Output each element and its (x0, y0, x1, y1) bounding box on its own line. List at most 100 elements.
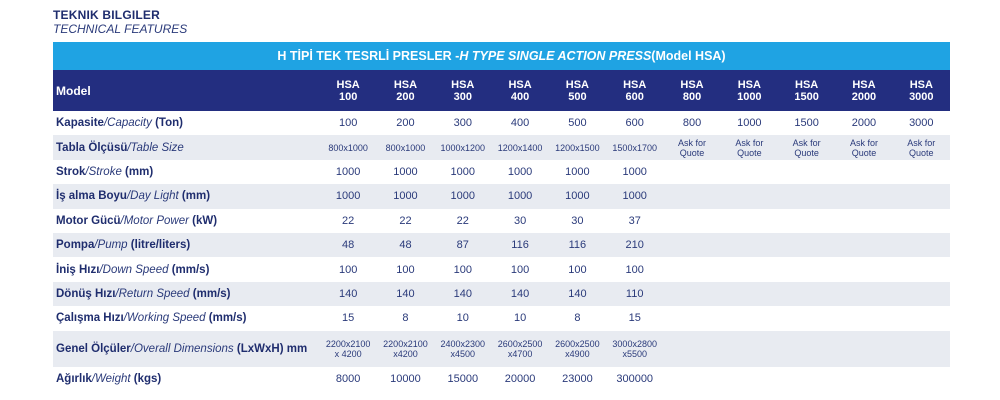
value-text: 1000 (450, 190, 475, 203)
value-text: 140 (338, 287, 358, 300)
value-cell: 210 (606, 233, 663, 257)
value-text: 1200x1400 (497, 142, 543, 153)
value-cell: 800 (663, 111, 720, 135)
table-row: İniş Hızı/Down Speed (mm/s) 100 100 100 100 1… (53, 257, 950, 281)
value-cell: 1000 (549, 160, 606, 184)
row-label: Dönüş Hızı/Return Speed (mm/s) (53, 282, 319, 306)
value-cell: 2000 (835, 111, 892, 135)
value-text: 1000 (393, 190, 418, 203)
model-header-cell: HSA 3000 (893, 70, 950, 111)
value-text: 1000 (622, 165, 647, 178)
value-cell: 8000 (319, 367, 376, 391)
value-text: x5500 (622, 348, 647, 359)
row-label-english: /Capacity (103, 117, 152, 130)
row-label-english: /Overall Dimensions (130, 342, 234, 355)
table-row: Ağırlık/Weight (kgs) 8000 10000 15000 20000 2… (53, 367, 950, 391)
model-series: HSA (680, 78, 704, 91)
value-cell (893, 233, 950, 257)
row-label-english: /Day Light (126, 190, 179, 203)
value-text: 30 (513, 214, 527, 227)
row-label-turkish: Tabla Ölçüsü (56, 141, 128, 154)
value-text: Ask for (735, 137, 764, 148)
value-cell: 100 (606, 257, 663, 281)
value-cell: 116 (549, 233, 606, 257)
row-label-turkish: Strok (56, 165, 86, 178)
value-cell (778, 233, 835, 257)
model-series: HSA (623, 78, 647, 91)
value-cell (721, 282, 778, 306)
value-text: 100 (510, 263, 530, 276)
table-row: Genel Ölçüler/Overall Dimensions (LxWxH)… (53, 330, 950, 367)
value-text: 8 (402, 312, 409, 325)
value-cell: 30 (491, 209, 548, 233)
row-label-unit: (LxWxH) mm (233, 342, 308, 355)
value-text: 600 (625, 117, 644, 130)
row-label-english: /Weight (91, 372, 131, 385)
value-cell: 2600x2500 x4700 (491, 331, 548, 367)
row-label: Strok/Stroke (mm) (53, 160, 319, 184)
value-cell (721, 160, 778, 184)
value-text: 300000 (616, 372, 654, 385)
value-cell: 8 (377, 306, 434, 330)
value-cell (721, 306, 778, 330)
value-text: 48 (342, 239, 355, 252)
value-text: 15 (342, 312, 355, 325)
value-cell (893, 367, 950, 391)
model-series: HSA (852, 78, 876, 91)
value-cell: 140 (377, 282, 434, 306)
value-cell (893, 331, 950, 367)
value-cell: 2600x2500 x4900 (549, 331, 606, 367)
value-cell (721, 209, 778, 233)
value-cell (835, 257, 892, 281)
value-text: 2600x2500 (555, 338, 600, 349)
value-cell: 2200x2100 x 4200 (319, 331, 376, 367)
value-text: 3000 (909, 117, 934, 130)
value-cell: 1000 (434, 160, 491, 184)
value-text: 2600x2500 (497, 338, 543, 349)
model-series: HSA (565, 78, 589, 91)
row-label-english: /Working Speed (123, 312, 206, 325)
value-cell (835, 306, 892, 330)
value-text: 22 (456, 214, 469, 227)
value-text: 10 (456, 312, 469, 325)
value-text: 3000x2800 (612, 338, 657, 349)
row-label-english: /Stroke (85, 165, 122, 178)
value-text: 1000x1200 (440, 142, 486, 153)
value-text: 140 (396, 287, 415, 300)
value-text: 22 (342, 214, 355, 227)
value-text: 800x1000 (385, 142, 426, 153)
value-cell: 100 (491, 257, 548, 281)
value-cell: 1000 (606, 184, 663, 208)
title-turkish: H TİPİ TEK TESRLİ PRESLER - (277, 49, 460, 63)
title-model: (Model HSA) (651, 49, 726, 63)
value-cell (835, 282, 892, 306)
model-column-header: Model (56, 83, 91, 98)
value-text: x 4200 (334, 348, 362, 359)
value-text: x4500 (450, 348, 476, 359)
value-text: Quote (909, 147, 934, 158)
model-number: 1000 (737, 90, 762, 103)
title-english: H TYPE SINGLE ACTION PRESS (459, 49, 652, 63)
value-text: 800 (682, 117, 702, 130)
model-series: HSA (393, 78, 418, 91)
row-label-unit: (litre/liters) (127, 239, 191, 252)
value-cell: 8 (549, 306, 606, 330)
value-cell: 48 (319, 233, 376, 257)
row-label: Ağırlık/Weight (kgs) (53, 367, 319, 391)
model-header-cell: HSA 1000 (721, 70, 778, 111)
value-text: 500 (568, 117, 587, 130)
value-text: 8000 (335, 372, 361, 385)
value-cell: 10 (434, 306, 491, 330)
table-body: Kapasite/Capacity (Ton) 100 200 300 400 500 60… (53, 111, 950, 391)
model-number: 200 (396, 90, 415, 103)
value-cell (835, 331, 892, 367)
value-cell (835, 233, 892, 257)
model-number: 3000 (909, 90, 934, 103)
value-text: 1500x1700 (612, 142, 657, 153)
value-cell: 300 (434, 111, 491, 135)
value-text: 116 (511, 239, 529, 252)
value-cell (663, 184, 720, 208)
value-cell: 1000x1200 (434, 135, 491, 159)
model-series: HSA (795, 78, 819, 91)
value-cell: 1000 (491, 184, 548, 208)
